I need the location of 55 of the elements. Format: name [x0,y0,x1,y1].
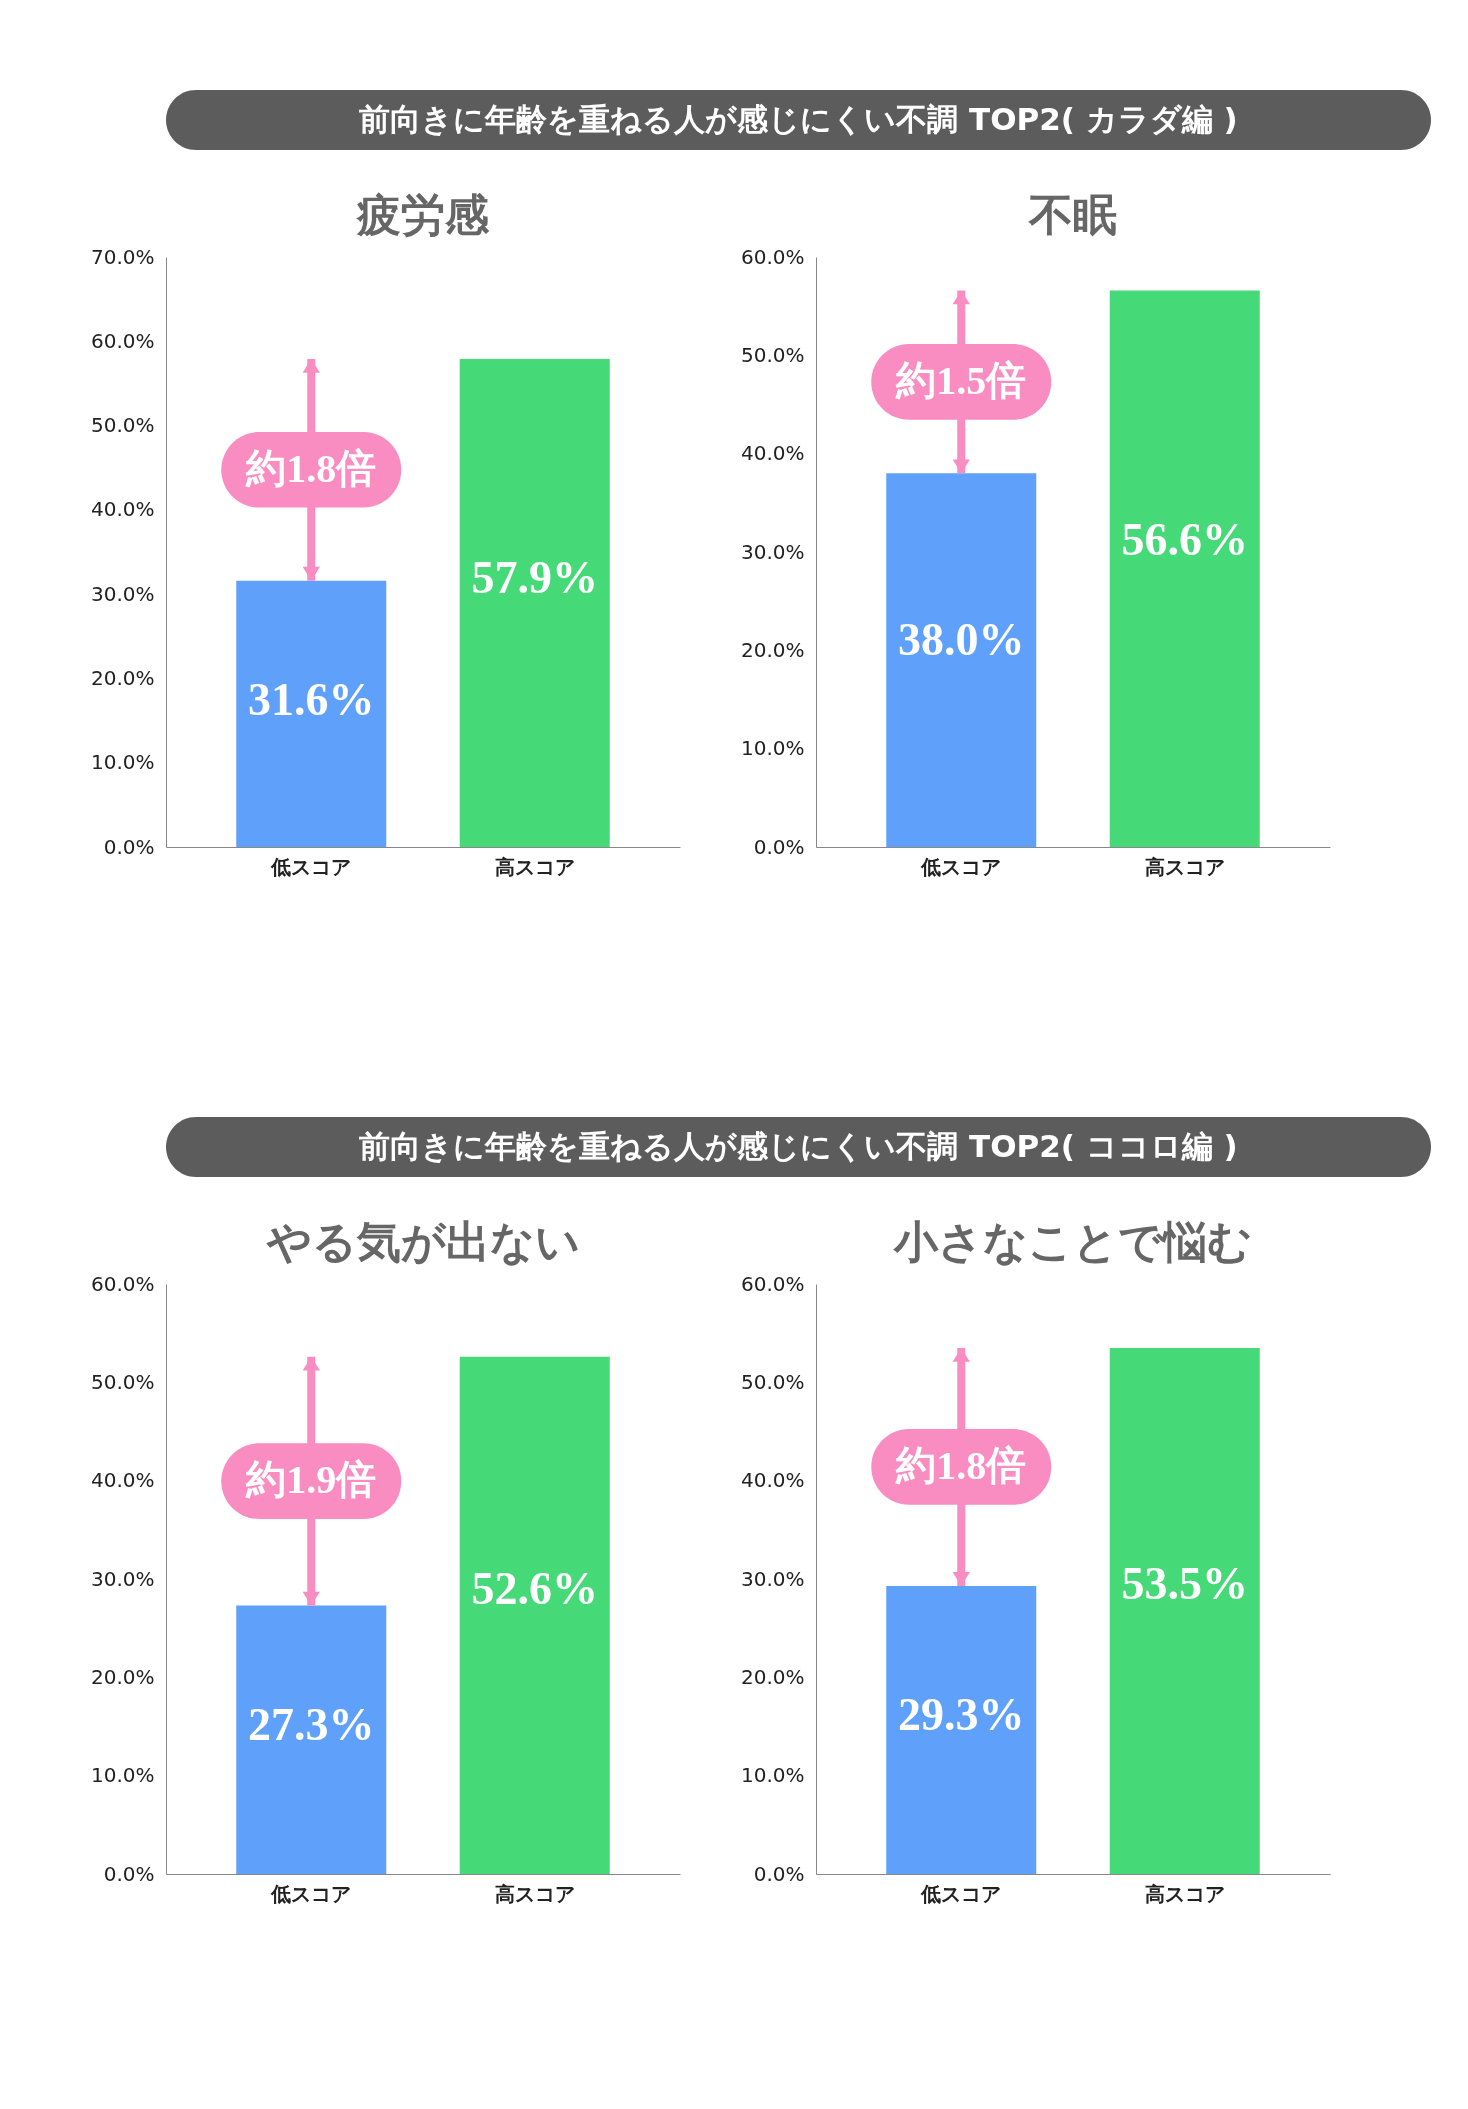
annotation: 約1.8倍 [245,445,377,491]
y-tick-label: 20.0% [740,1664,805,1689]
y-tick-label: 10.0% [90,1763,155,1788]
x-tick-label: 高スコア [494,854,575,879]
data-label: 57.9% [471,551,598,603]
x-tick-label: 低スコア [270,854,352,879]
y-tick-label: 50.0% [740,342,805,367]
annotation: 約1.8倍 [895,1442,1027,1488]
y-tick-label: 40.0% [90,1468,155,1493]
y-tick-label: 60.0% [90,328,155,353]
annotation: 約1.9倍 [245,1457,377,1503]
y-tick-label: 60.0% [740,1271,805,1296]
y-tick-label: 70.0% [90,244,155,269]
data-label: 27.3% [248,1699,375,1751]
x-tick-label: 低スコア [920,1881,1002,1906]
x-tick-label: 低スコア [270,1881,352,1906]
y-tick-label: 50.0% [90,413,155,438]
y-tick-label: 40.0% [90,497,155,522]
y-tick-label: 10.0% [90,750,155,775]
data-label: 56.6% [1121,513,1248,565]
y-tick-label: 30.0% [90,581,155,606]
y-tick-label: 60.0% [740,244,805,269]
x-tick-label: 高スコア [494,1881,575,1906]
y-tick-label: 10.0% [740,736,805,761]
data-label: 52.6% [471,1562,598,1614]
chart-title: やる気が出ない [265,1218,580,1267]
chart-title: 不眠 [1028,191,1117,240]
data-label: 31.6% [248,673,375,725]
data-label: 53.5% [1121,1557,1248,1609]
chart-title: 疲労感 [356,191,490,240]
y-tick-label: 50.0% [740,1369,805,1394]
y-tick-label: 40.0% [740,1468,805,1493]
x-tick-label: 高スコア [1144,1881,1225,1906]
y-tick-label: 40.0% [740,441,805,466]
data-label: 29.3% [898,1688,1025,1740]
y-tick-label: 60.0% [90,1271,155,1296]
annotation: 約1.5倍 [895,357,1027,403]
y-tick-label: 20.0% [90,1664,155,1689]
y-tick-label: 20.0% [740,637,805,662]
y-tick-label: 30.0% [740,1566,805,1591]
data-label: 38.0% [898,614,1025,666]
y-tick-label: 0.0% [753,1861,805,1886]
y-tick-label: 30.0% [740,539,805,564]
y-tick-label: 50.0% [90,1369,155,1394]
y-tick-label: 0.0% [103,1861,155,1886]
y-tick-label: 10.0% [740,1763,805,1788]
y-tick-label: 20.0% [90,665,155,690]
y-tick-label: 0.0% [103,834,155,859]
y-tick-label: 0.0% [753,834,805,859]
x-tick-label: 高スコア [1144,854,1225,879]
y-tick-label: 30.0% [90,1566,155,1591]
text: 前向きに年齢を重ねる人が感じにくい不調 TOP2( ココロ編 ) [359,1128,1238,1164]
x-tick-label: 低スコア [920,854,1002,879]
text: 前向きに年齢を重ねる人が感じにくい不調 TOP2( カラダ編 ) [359,101,1238,137]
chart-title: 小さなことで悩む [892,1218,1252,1267]
